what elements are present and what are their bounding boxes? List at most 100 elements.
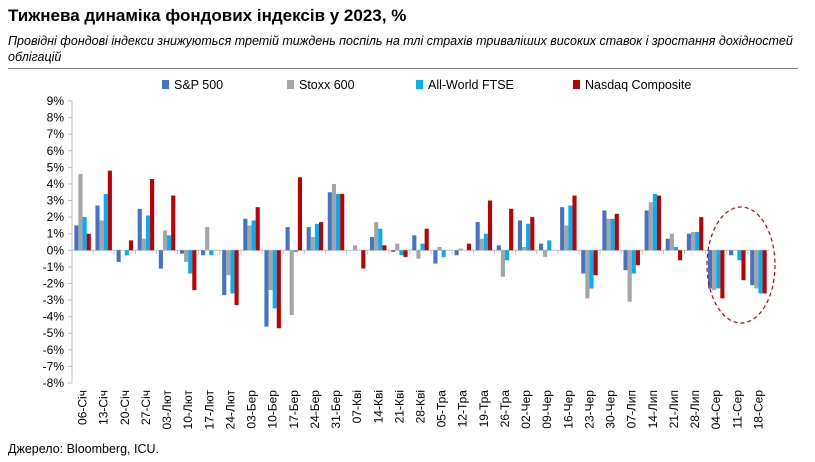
x-tick-label: 06-Січ bbox=[76, 390, 90, 425]
y-tick-label: 0% bbox=[47, 243, 65, 257]
bar bbox=[572, 195, 577, 251]
bar bbox=[526, 223, 531, 251]
x-tick-label: 20-Січ bbox=[118, 390, 132, 425]
bar bbox=[205, 227, 210, 251]
x-tick-label: 31-Бер bbox=[329, 390, 343, 429]
bar bbox=[171, 195, 176, 251]
bar bbox=[441, 250, 446, 257]
y-tick-label: -3% bbox=[43, 293, 65, 307]
x-tick-label: 07-Лип bbox=[625, 390, 639, 428]
bar bbox=[627, 250, 632, 302]
x-tick-label: 04-Сер bbox=[709, 390, 723, 430]
x-tick-label: 03-Лют bbox=[160, 389, 174, 429]
bar bbox=[614, 213, 619, 251]
bar bbox=[424, 228, 429, 251]
legend-swatch bbox=[287, 80, 294, 89]
bar bbox=[188, 250, 193, 274]
y-tick-label: 6% bbox=[47, 144, 65, 158]
bar bbox=[741, 250, 746, 281]
x-axis: 06-Січ 13-Січ 20-Січ 27-Січ 03-Лют 10-Лют 17-Л… bbox=[71, 249, 769, 430]
bar bbox=[635, 250, 640, 266]
bar bbox=[201, 250, 206, 256]
bar bbox=[631, 250, 636, 274]
bar bbox=[500, 250, 505, 277]
bar bbox=[145, 215, 151, 251]
bar bbox=[319, 222, 324, 251]
x-tick-label: 30-Чер bbox=[604, 390, 618, 429]
bar bbox=[361, 250, 366, 269]
bar bbox=[509, 208, 514, 251]
bar bbox=[433, 250, 438, 264]
bar bbox=[251, 220, 256, 251]
x-tick-label: 27-Січ bbox=[139, 390, 153, 425]
bar bbox=[610, 218, 615, 251]
x-tick-label: 19-Тра bbox=[477, 390, 491, 428]
legend-swatch bbox=[162, 80, 169, 89]
chart-subtitle: Провідні фондові індекси знижуються трет… bbox=[8, 34, 793, 64]
bar bbox=[314, 223, 320, 251]
x-tick-label: 21-Лип bbox=[667, 390, 681, 428]
y-tick-label: 9% bbox=[47, 94, 65, 108]
bar bbox=[606, 218, 611, 251]
x-tick-label: 12-Тра bbox=[456, 390, 470, 428]
bar bbox=[306, 227, 311, 251]
bar bbox=[729, 250, 734, 256]
bar bbox=[762, 250, 767, 294]
bar bbox=[758, 250, 763, 294]
bar bbox=[530, 217, 535, 251]
bar bbox=[192, 250, 197, 291]
bar bbox=[538, 243, 544, 251]
x-tick-label: 02-Чер bbox=[519, 390, 533, 429]
bar bbox=[644, 210, 649, 251]
bar bbox=[128, 240, 134, 251]
bar bbox=[179, 250, 185, 254]
x-tick-label: 17-Лют bbox=[202, 389, 216, 429]
bar bbox=[496, 245, 501, 251]
x-tick-label: 24-Лют bbox=[223, 389, 237, 429]
bar bbox=[712, 250, 717, 291]
bar bbox=[167, 235, 172, 251]
x-tick-label: 13-Січ bbox=[97, 390, 111, 425]
bar bbox=[403, 250, 408, 257]
bar bbox=[475, 222, 480, 251]
bar bbox=[331, 183, 337, 251]
bar bbox=[268, 250, 273, 291]
bar bbox=[162, 230, 168, 251]
y-tick-label: -6% bbox=[43, 343, 65, 357]
x-tick-label: 09-Чер bbox=[540, 390, 554, 429]
y-tick-label: 2% bbox=[47, 210, 65, 224]
y-axis: -8% -7% -6% -5% -4% -3% -2% -1% 0% 1% 2% 3% 4% 5% 6% 7%… bbox=[43, 94, 73, 390]
bar bbox=[673, 246, 679, 251]
x-tick-label: 10-Лют bbox=[181, 389, 195, 429]
x-tick-label: 14-Лип bbox=[646, 390, 660, 428]
bar bbox=[652, 193, 657, 251]
y-tick-label: -2% bbox=[43, 276, 65, 290]
bar bbox=[226, 250, 231, 276]
bar bbox=[95, 205, 100, 251]
bar bbox=[656, 195, 662, 251]
bar bbox=[585, 250, 590, 299]
bar bbox=[310, 237, 315, 251]
bar bbox=[750, 250, 755, 286]
legend-label: All-World FTSE bbox=[428, 78, 514, 92]
bar bbox=[690, 232, 696, 251]
bar bbox=[458, 248, 463, 251]
x-tick-label: 03-Бер bbox=[245, 390, 259, 429]
bar bbox=[504, 250, 510, 261]
bar bbox=[391, 250, 396, 252]
y-tick-label: 3% bbox=[47, 194, 65, 208]
source-note: Джерело: Bloomberg, ICU. bbox=[8, 442, 159, 456]
bar bbox=[374, 222, 379, 251]
bar bbox=[247, 225, 252, 251]
bar bbox=[103, 193, 108, 251]
highlight-ellipse bbox=[706, 206, 776, 324]
bar bbox=[665, 238, 670, 251]
bar bbox=[209, 250, 214, 256]
y-tick-label: -5% bbox=[43, 326, 65, 340]
bar bbox=[517, 220, 522, 251]
bar bbox=[74, 225, 79, 251]
bar bbox=[150, 178, 155, 251]
bar bbox=[412, 235, 417, 251]
bar bbox=[568, 205, 573, 251]
